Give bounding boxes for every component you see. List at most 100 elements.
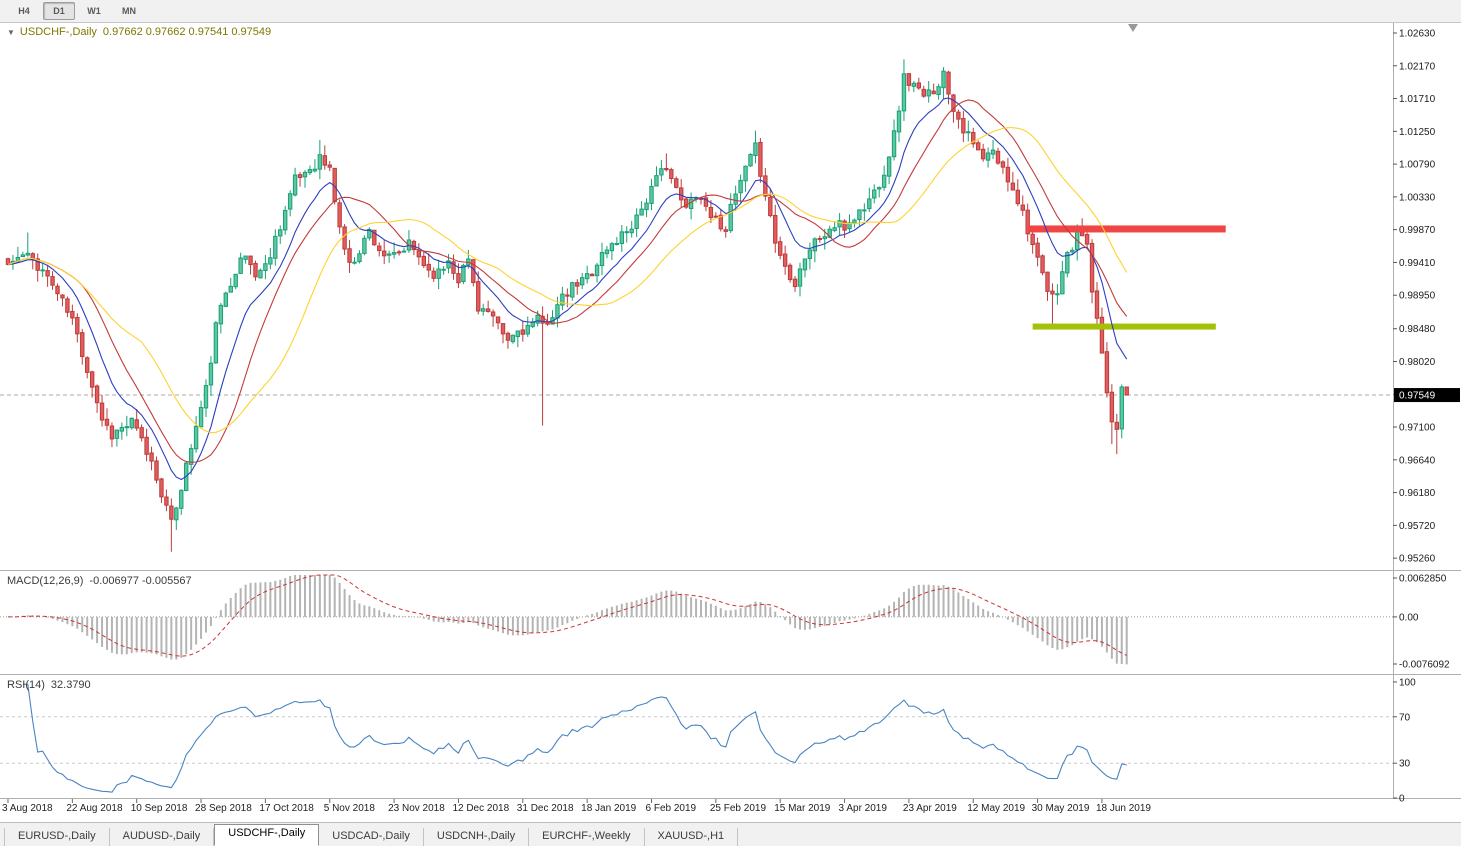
rsi-tick-label: 100 xyxy=(1399,678,1416,689)
time-axis-label: 15 Mar 2019 xyxy=(774,803,831,814)
candle xyxy=(778,236,783,260)
rsi-value: 32.3790 xyxy=(50,679,91,691)
candle xyxy=(263,255,268,280)
candle xyxy=(337,199,342,234)
time-axis-label: 18 Jun 2019 xyxy=(1095,803,1151,814)
chart-shift-marker[interactable] xyxy=(1128,24,1138,32)
candle xyxy=(609,241,615,260)
candle xyxy=(208,356,214,396)
chart-tab-usdcnh-daily[interactable]: USDCNH-,Daily xyxy=(424,828,530,846)
candle xyxy=(70,304,75,325)
candle xyxy=(718,209,723,232)
candle xyxy=(644,198,649,218)
candle xyxy=(540,306,545,426)
chart-tab-eurchf-weekly[interactable]: EURCHF-,Weekly xyxy=(529,828,645,846)
candle xyxy=(431,267,436,282)
candle xyxy=(45,264,50,287)
timeframe-button-d1[interactable]: D1 xyxy=(43,2,75,20)
chart-tab-xauusd-h1[interactable]: XAUUSD-,H1 xyxy=(645,828,739,846)
candle xyxy=(817,235,822,243)
rsi-line xyxy=(22,683,1127,793)
candle xyxy=(243,255,248,264)
candle xyxy=(317,139,323,180)
rsi-tick-label: 0 xyxy=(1399,794,1405,805)
candle xyxy=(679,179,684,208)
candle xyxy=(312,159,318,173)
collapse-arrow-icon[interactable]: ▼ xyxy=(7,28,15,37)
candle xyxy=(782,245,788,275)
candle xyxy=(520,321,525,342)
time-axis[interactable]: 3 Aug 2018 22 Aug 2018 10 Sep 2018 28 Sep 2… xyxy=(0,800,1461,822)
time-axis-label: 6 Feb 2019 xyxy=(645,803,697,814)
candle xyxy=(426,253,431,278)
rsi-axis[interactable]: 100 70 30 0 xyxy=(1393,678,1416,805)
timeframe-button-w1[interactable]: W1 xyxy=(87,6,101,16)
price-tick-label: 0.95260 xyxy=(1399,554,1436,565)
candle xyxy=(485,300,491,313)
candle xyxy=(733,185,738,211)
chart-tab-eurusd-daily[interactable]: EURUSD-,Daily xyxy=(4,828,110,846)
candle xyxy=(75,313,80,343)
candle xyxy=(862,203,867,221)
chart-tab-usdchf-daily[interactable]: USDCHF-,Daily xyxy=(214,824,320,846)
support-line[interactable] xyxy=(1032,323,1216,330)
chart-tab-usdcad-daily[interactable]: USDCAD-,Daily xyxy=(319,828,424,846)
chart-ohlc-values: 0.97662 0.97662 0.97541 0.97549 xyxy=(102,26,272,38)
candle xyxy=(560,286,565,311)
candle xyxy=(94,384,100,413)
candle xyxy=(886,156,892,185)
price-tick-label: 0.96180 xyxy=(1399,488,1436,499)
candle xyxy=(713,212,719,219)
candle xyxy=(594,262,600,283)
candle xyxy=(327,160,332,172)
candle xyxy=(589,272,595,277)
candle xyxy=(1065,250,1070,278)
candle xyxy=(287,190,293,217)
candle xyxy=(985,147,991,168)
candle xyxy=(748,153,753,167)
candle xyxy=(936,83,941,100)
candle xyxy=(60,294,65,307)
candle xyxy=(382,240,387,265)
candle xyxy=(1094,282,1100,325)
candle xyxy=(179,489,184,515)
time-axis-label: 23 Nov 2018 xyxy=(388,803,445,814)
candle xyxy=(990,139,996,160)
candle xyxy=(114,429,120,447)
resistance-line[interactable] xyxy=(1027,225,1226,233)
candle xyxy=(619,224,624,252)
price-tick-label: 0.96640 xyxy=(1399,455,1436,466)
macd-signal-line xyxy=(8,574,1127,657)
price-axis[interactable]: 1.02630 1.02170 1.01710 1.01250 1.00790 1.003… xyxy=(1393,29,1436,565)
timeframe-button-mn[interactable]: MN xyxy=(122,6,136,16)
rsi-tick-label: 70 xyxy=(1399,712,1411,723)
candle xyxy=(634,208,639,237)
candle xyxy=(758,138,763,183)
time-axis-label: 23 Apr 2019 xyxy=(902,803,957,814)
candle xyxy=(154,456,159,484)
candle xyxy=(1000,160,1006,174)
candle xyxy=(738,174,743,203)
candle xyxy=(1035,237,1040,267)
candle xyxy=(342,224,347,256)
candle xyxy=(852,218,857,228)
chart-tab-audusd-daily[interactable]: AUDUSD-,Daily xyxy=(110,828,215,846)
candle xyxy=(867,187,872,213)
candle xyxy=(129,417,134,430)
candle xyxy=(347,240,352,273)
candle xyxy=(352,257,357,265)
candle xyxy=(15,246,21,263)
candle xyxy=(362,235,367,256)
time-axis-label: 28 Sep 2018 xyxy=(195,803,252,814)
candle xyxy=(723,226,728,238)
timeframe-button-h4[interactable]: H4 xyxy=(18,6,30,16)
macd-indicator-label: MACD(12,26,9) -0.006977 -0.005567 xyxy=(7,575,192,587)
svg-text:0.97549: 0.97549 xyxy=(1399,391,1436,402)
candle xyxy=(505,331,511,349)
candle xyxy=(25,232,31,257)
candle xyxy=(89,370,95,398)
macd-axis[interactable]: 0.0062850 0.00 -0.0076092 xyxy=(1393,574,1450,671)
candle xyxy=(906,73,912,92)
time-axis-label: 3 Aug 2018 xyxy=(2,803,53,814)
